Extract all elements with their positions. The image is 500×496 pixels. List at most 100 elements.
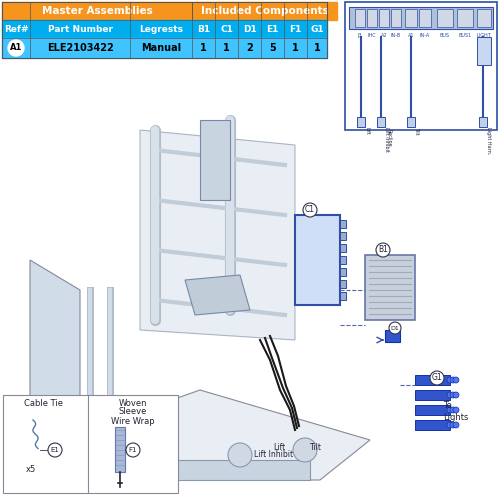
Text: 1: 1 [223,43,230,53]
Text: IN-A: IN-A [420,33,430,38]
Circle shape [228,443,252,467]
Bar [477,9,491,27]
Text: F1: F1 [129,447,137,453]
Text: Recline: Recline [386,129,391,147]
Bar [415,405,450,415]
Bar [340,220,346,228]
Text: x5: x5 [26,466,36,475]
Circle shape [389,322,401,334]
Bar [365,255,415,320]
Text: Lights: Lights [443,414,468,423]
Bar [30,20,130,38]
Bar [192,2,337,20]
Bar [377,117,385,127]
Bar [340,244,346,252]
Polygon shape [30,260,80,480]
Bar [110,460,310,480]
Bar [130,38,192,58]
Bar [391,9,401,27]
Circle shape [143,448,167,472]
Circle shape [450,392,456,398]
Text: Sleeve: Sleeve [119,408,147,417]
Bar [238,38,261,58]
Text: G1: G1 [310,24,324,34]
Circle shape [48,443,62,457]
Circle shape [453,392,459,398]
Text: C1: C1 [305,205,315,214]
Bar [349,7,493,29]
Circle shape [293,438,317,462]
Text: Tilt: Tilt [414,127,419,134]
Text: Ref#: Ref# [4,24,28,34]
Bar [340,256,346,264]
Text: Lift: Lift [364,127,369,135]
Text: Master Assemblies: Master Assemblies [42,6,152,16]
Text: B1: B1 [197,24,210,34]
Bar [215,20,238,38]
Text: Woven: Woven [119,398,147,408]
Text: Manual: Manual [141,43,181,53]
Circle shape [8,40,24,56]
Text: 1: 1 [200,43,207,53]
Text: B1: B1 [378,246,388,254]
Text: Tilt: Tilt [310,443,322,452]
Text: 2: 2 [246,43,253,53]
Text: Lift: Lift [273,443,285,452]
Bar [261,20,284,38]
Text: J3: J3 [358,33,362,38]
Circle shape [447,422,453,428]
Text: IN-B: IN-B [391,33,401,38]
Circle shape [303,203,317,217]
Polygon shape [185,275,250,315]
Text: LIGHT: LIGHT [476,33,492,38]
Text: BUS: BUS [440,33,450,38]
Text: Lift Inhibit: Lift Inhibit [254,450,293,459]
Bar [477,37,491,65]
Text: ELE2103422: ELE2103422 [46,43,114,53]
Text: D1: D1 [390,325,400,330]
Bar [345,2,497,130]
Bar [419,9,431,27]
Bar [437,9,453,27]
Bar [415,420,450,430]
Bar [307,20,327,38]
Text: 1: 1 [314,43,320,53]
Bar [30,38,130,58]
Text: A2: A2 [381,33,387,38]
Text: Legrests: Legrests [139,24,183,34]
Text: Light Harn.: Light Harn. [486,127,491,154]
Text: Cable Tie: Cable Tie [24,398,62,408]
Text: 1: 1 [292,43,299,53]
Bar [192,38,215,58]
Bar [307,38,327,58]
Text: Part Number: Part Number [48,24,112,34]
Bar [238,20,261,38]
Text: BUS1: BUS1 [458,33,471,38]
Bar [2,20,30,38]
Bar [284,20,307,38]
Circle shape [450,377,456,383]
Circle shape [453,407,459,413]
Bar [415,375,450,385]
Bar [357,117,365,127]
Text: A1: A1 [408,33,414,38]
Text: A1: A1 [10,44,22,53]
Bar [192,20,215,38]
Bar [457,9,473,27]
Bar [479,117,487,127]
Bar [261,38,284,58]
Text: To: To [443,400,452,410]
Bar [340,280,346,288]
Text: IHC: IHC [368,33,376,38]
Circle shape [453,422,459,428]
Bar [385,330,400,342]
Bar [130,20,192,38]
Bar [340,232,346,240]
Circle shape [450,422,456,428]
Bar [407,117,415,127]
Bar [2,2,192,20]
Text: E1: E1 [50,447,59,453]
Bar [115,427,125,472]
Bar [295,215,340,305]
Circle shape [450,407,456,413]
